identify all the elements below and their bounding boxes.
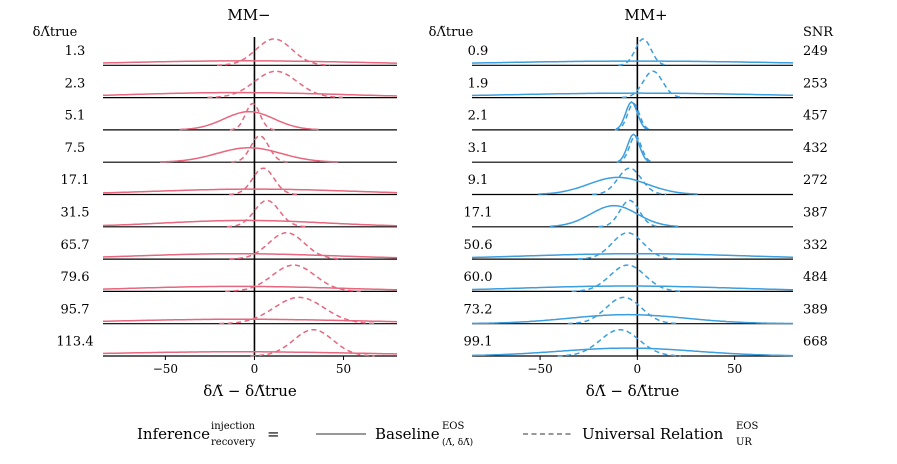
legend-baseline-sub: (Λ̃, δΛ̃) [442, 437, 473, 448]
ur-curve [229, 167, 297, 196]
ur-curve [577, 232, 677, 260]
x-tick-label: −50 [153, 362, 178, 376]
x-tick-label: 0 [634, 362, 642, 376]
legend-equals: = [267, 425, 280, 443]
baseline-curve [103, 351, 397, 355]
panel-title: MM+ [624, 6, 667, 24]
legend: Inference injection recovery = Baseline … [0, 414, 897, 454]
x-tick-label: 50 [727, 362, 742, 376]
baseline-curve [102, 60, 398, 64]
legend-prefix: Inference [137, 425, 210, 443]
baseline-curve [472, 313, 793, 325]
ur-curve [557, 328, 681, 357]
row-label: 17.1 [464, 206, 493, 221]
baseline-curve [538, 176, 698, 195]
legend-ur-label: Universal Relation [582, 425, 724, 443]
x-tick-label: 0 [251, 362, 259, 376]
snr-value: 432 [803, 141, 828, 156]
legend-prefix-sup: injection [211, 421, 255, 432]
snr-value: 387 [803, 206, 828, 221]
x-axis-label: δΛ̃ − δΛ̃true [203, 382, 297, 400]
snr-value: 332 [803, 238, 828, 253]
row-label: 73.2 [464, 302, 493, 317]
row-label: 60.0 [464, 270, 493, 285]
x-tick-label: 50 [336, 362, 351, 376]
baseline-curve [615, 101, 648, 130]
ur-curve [219, 296, 378, 325]
baseline-curve [179, 110, 319, 131]
ur-curve [227, 199, 307, 228]
row-label: 2.1 [468, 109, 489, 124]
snr-value: 272 [803, 173, 828, 188]
row-label: 50.6 [464, 238, 493, 253]
ur-curve [567, 296, 679, 325]
baseline-curve [102, 91, 398, 97]
row-label: 95.7 [61, 302, 90, 317]
x-tick-label: −50 [527, 362, 552, 376]
ur-curve [571, 264, 683, 292]
ur-curve [229, 102, 276, 131]
snr-value: 249 [803, 44, 828, 59]
baseline-curve [549, 204, 679, 228]
row-label: 5.1 [65, 109, 86, 124]
baseline-curve [472, 347, 793, 357]
snr-value: 484 [803, 270, 828, 285]
baseline-curve [617, 133, 650, 163]
baseline-curve [471, 252, 793, 259]
row-header: δΛ̃true [33, 25, 78, 40]
snr-value: 389 [803, 302, 828, 317]
legend-ur-sub: UR [736, 437, 752, 448]
row-label: 17.1 [61, 173, 90, 188]
ur-curve [616, 135, 654, 163]
baseline-curve [102, 188, 397, 194]
ur-curve [592, 167, 667, 196]
row-label: 1.9 [468, 76, 489, 91]
baseline-curve [471, 92, 794, 97]
row-label: 1.3 [65, 44, 86, 59]
row-header: δΛ̃true [429, 25, 474, 40]
legend-ur-sup: EOS [736, 421, 758, 432]
ur-curve [231, 135, 288, 163]
snr-value: 457 [803, 109, 828, 124]
baseline-curve [102, 285, 398, 291]
ur-curve [229, 232, 343, 260]
snr-value: 668 [803, 335, 828, 350]
baseline-curve [102, 318, 398, 323]
ur-curve [618, 38, 668, 66]
legend-baseline-label: Baseline [375, 425, 440, 443]
row-label: 79.6 [61, 270, 90, 285]
row-label: 3.1 [468, 141, 489, 156]
panel-title: MM− [227, 6, 270, 24]
ur-curve [598, 199, 661, 228]
baseline-curve [471, 60, 793, 64]
row-label: 0.9 [468, 44, 489, 59]
baseline-curve [102, 219, 397, 227]
legend-prefix-sub: recovery [211, 437, 256, 448]
row-label: 7.5 [65, 141, 86, 156]
row-label: 65.7 [61, 238, 90, 253]
ur-curve [217, 38, 330, 66]
baseline-curve [159, 147, 339, 163]
snr-value: 253 [803, 76, 828, 91]
baseline-curve [472, 285, 794, 291]
ur-curve [614, 102, 652, 131]
legend-baseline-sup: EOS [442, 421, 464, 432]
row-label: 2.3 [65, 76, 86, 91]
row-label: 9.1 [468, 173, 489, 188]
snr-header: SNR [803, 25, 834, 40]
baseline-curve [102, 252, 398, 259]
ur-curve [250, 328, 375, 357]
row-label: 31.5 [61, 206, 90, 221]
row-label: 99.1 [464, 335, 493, 350]
row-label: 113.4 [56, 335, 93, 350]
ur-curve [621, 70, 684, 99]
x-axis-label: δΛ̃ − δΛ̃true [586, 382, 680, 400]
